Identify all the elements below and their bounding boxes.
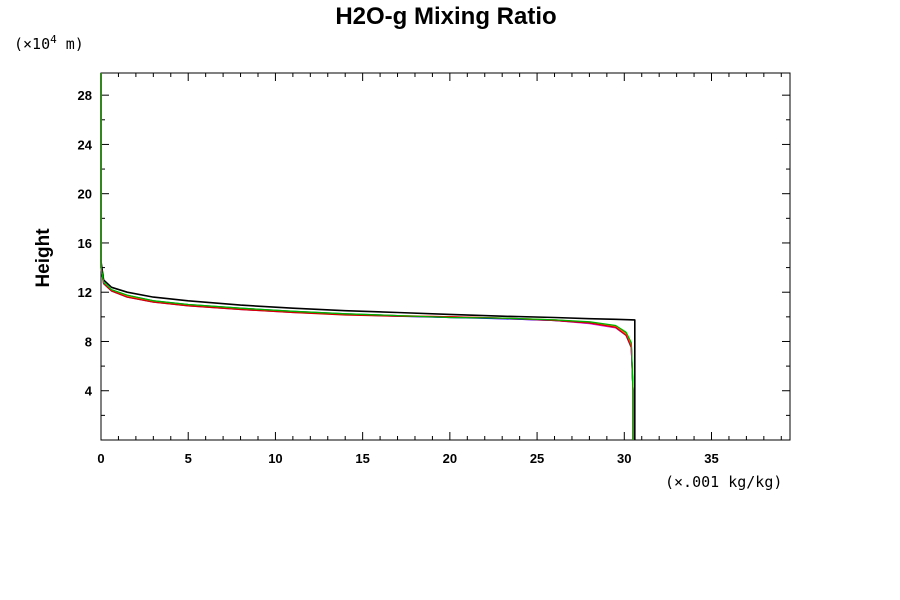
- series-line-2: [100, 73, 634, 440]
- x-tick-label: 30: [617, 451, 631, 466]
- y-unit-suffix: m): [57, 35, 84, 53]
- series-group: [100, 73, 636, 440]
- series-line-5: [100, 73, 634, 440]
- y-axis-label: Height: [33, 228, 54, 288]
- series-line-7: [100, 73, 634, 440]
- y-tick-label: 24: [78, 137, 93, 152]
- y-unit-label: (×104 m): [14, 33, 84, 53]
- y-tick-label: 12: [78, 285, 92, 300]
- y-tick-label: 4: [85, 384, 93, 399]
- x-unit-label: (×.001 kg/kg): [665, 473, 782, 491]
- axis-ticks: [100, 73, 790, 440]
- x-tick-label: 5: [185, 451, 192, 466]
- plot-frame: [100, 72, 791, 441]
- series-line-3: [100, 73, 634, 440]
- y-tick-label: 16: [78, 236, 92, 251]
- y-tick-label: 20: [78, 187, 92, 202]
- x-tick-label: 25: [530, 451, 544, 466]
- x-tick-label: 35: [704, 451, 718, 466]
- x-tick-label: 15: [355, 451, 369, 466]
- tick-labels: 0 5 10 15 20 25 30 35 4 8 12 16 20 24 28: [78, 88, 719, 466]
- y-tick-label: 28: [78, 88, 92, 103]
- x-tick-label: 10: [268, 451, 282, 466]
- x-tick-label: 0: [97, 451, 104, 466]
- chart-title: H2O-g Mixing Ratio: [335, 3, 556, 30]
- y-tick-label: 8: [85, 334, 92, 349]
- y-unit-exponent: 4: [50, 33, 57, 46]
- series-line-1: [100, 73, 636, 440]
- series-line-6: [100, 73, 634, 440]
- y-unit-prefix: (×10: [14, 35, 50, 53]
- x-tick-label: 20: [443, 451, 457, 466]
- series-line-4: [100, 73, 634, 440]
